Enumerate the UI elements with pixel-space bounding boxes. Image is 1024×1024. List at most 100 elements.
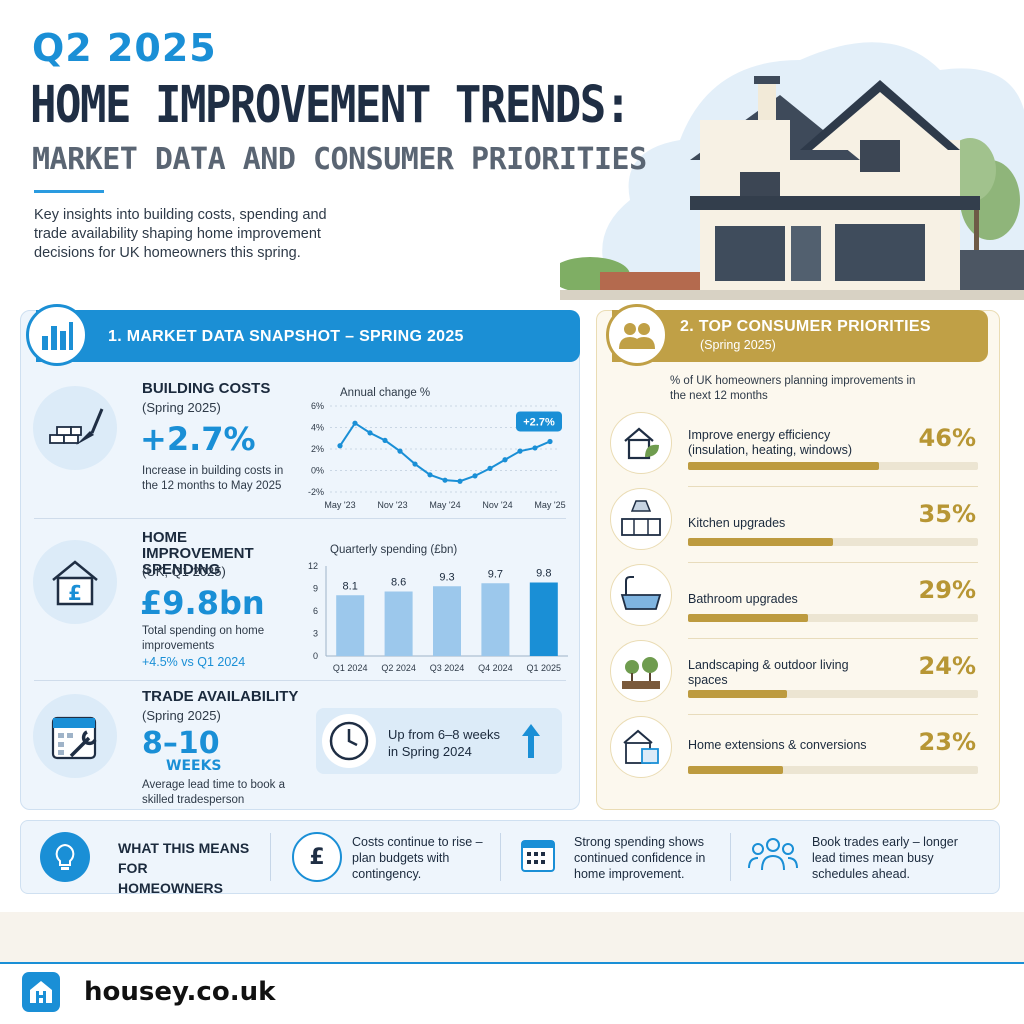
takeaway-text-3: Book trades early – longer lead times me… [812,835,958,881]
priority-track [688,538,978,546]
takeaway-text-1: Costs continue to rise – plan budgets wi… [352,835,483,881]
takeaway-text-2: Strong spending shows continued confiden… [574,835,706,881]
priority-row: Landscaping & outdoor living spaces 24% [608,640,980,715]
market-header-bar [36,310,580,362]
title-rule [34,190,104,193]
cost-line-chart: 6% 4% 2% 0% -2%May '23 Nov '23 May '24 Nov '24 M… [308,401,566,510]
divider [500,833,501,881]
divider [270,833,271,881]
priority-percent: 46% [918,424,976,452]
priority-percent: 24% [918,652,976,680]
bar-value-label: 9.7 [488,568,503,580]
divider [688,486,978,487]
y-tick-label: 6% [311,401,324,411]
costs-value: +2.7% [140,420,256,458]
priority-percent: 23% [918,728,976,756]
priority-label: Home extensions & conversions [688,738,867,752]
divider [730,833,731,881]
priority-track [688,690,978,698]
priority-label: Improve energy efficiency (insulation, h… [688,428,852,457]
y-tick-label: 2% [311,444,324,454]
spending-period: (UK, Q1 2025) [142,564,226,579]
bar-value-label: 9.8 [536,568,551,580]
line-point [532,445,538,451]
y-tick-label: 0% [311,466,324,476]
priorities-note: % of UK homeowners planning improvements… [670,375,916,402]
spending-bar [384,591,413,656]
x-tick-label: Q3 2024 [430,663,465,673]
y-tick-label: 4% [311,423,324,433]
x-tick-label: Nov '23 [377,500,407,510]
trade-value: 8–10 [142,726,220,761]
y-tick-label: 12 [308,561,318,571]
line-point [427,472,433,478]
takeaways-heading: WHAT THIS MEANS FOR HOMEOWNERS [118,840,250,896]
page-title: HOME IMPROVEMENT TRENDS: [30,76,631,135]
y-tick-label: 6 [313,606,318,616]
house-pound-icon: £ [33,540,117,624]
svg-text:£: £ [68,581,82,605]
priorities-heading: 2. TOP CONSUMER PRIORITIES [680,318,931,335]
divider [688,714,978,715]
spending-title: HOME IMPROVEMENT SPENDING [142,529,254,578]
costs-title: BUILDING COSTS [142,380,271,397]
bar-value-label: 8.6 [391,577,406,589]
housey-logo[interactable] [22,972,60,1012]
spending-bar [481,583,510,656]
divider [34,518,566,519]
priority-percent: 35% [918,500,976,528]
spending-bar-chart: 12 9 6 3 0 8.1 Q1 2024 8.6 Q2 2024 9.3 Q3 2024 9.7 Q… [308,561,568,673]
quarter-kicker: Q2 2025 [32,26,217,70]
priority-label: Kitchen upgrades [688,516,786,530]
spending-value: £9.8bn [140,584,265,622]
x-tick-label: Q1 2025 [527,663,562,673]
y-tick-label: -2% [308,487,324,497]
spending-bar [336,595,365,656]
priority-fill [688,462,879,470]
trade-compare-text: Up from 6–8 weeks in Spring 2024 [388,727,500,759]
trade-period: (Spring 2025) [142,708,221,723]
brand-link[interactable]: housey.co.uk [84,977,276,1007]
line-point [547,438,553,445]
priority-track [688,462,978,470]
spending-desc: Total spending on home improvements [142,625,265,652]
line-point [382,437,388,443]
x-tick-label: May '24 [429,500,460,510]
priority-fill [688,690,788,698]
line-point [487,465,493,471]
calendar-icon [521,840,555,872]
x-tick-label: Nov '24 [482,500,512,510]
callout-label: +2.7% [523,416,555,428]
lightbulb-icon [40,832,90,882]
kitchen-icon [610,488,672,550]
priorities-period: (Spring 2025) [700,338,776,352]
spending-bar [433,586,461,656]
line-point [517,448,523,454]
intro-text: Key insights into building costs, spendi… [34,207,327,261]
x-tick-label: Q4 2024 [478,663,513,673]
divider [688,562,978,563]
x-tick-label: May '23 [324,500,355,510]
y-tick-label: 0 [313,651,318,661]
line-point [412,461,418,467]
priority-row: Bathroom upgrades 29% [608,564,980,639]
priorities-list: Improve energy efficiency (insulation, h… [608,412,980,792]
house-illustration [560,42,1024,300]
priority-row: Home extensions & conversions 23% [608,716,980,788]
line-point [397,448,403,454]
line-point [442,477,448,483]
bricks-trowel-icon [33,386,117,470]
priority-fill [688,614,809,622]
pound-icon: £ [292,832,342,882]
priority-fill [688,538,833,546]
y-tick-label: 3 [313,629,318,639]
divider [688,638,978,639]
y-tick-label: 9 [313,584,318,594]
line-point [367,430,373,436]
bar-value-label: 9.3 [439,571,454,583]
priority-label: Bathroom upgrades [688,592,798,606]
line-point [472,473,478,479]
priorities-header-bar [612,310,988,362]
priority-track [688,614,978,622]
x-tick-label: May '25 [534,500,565,510]
